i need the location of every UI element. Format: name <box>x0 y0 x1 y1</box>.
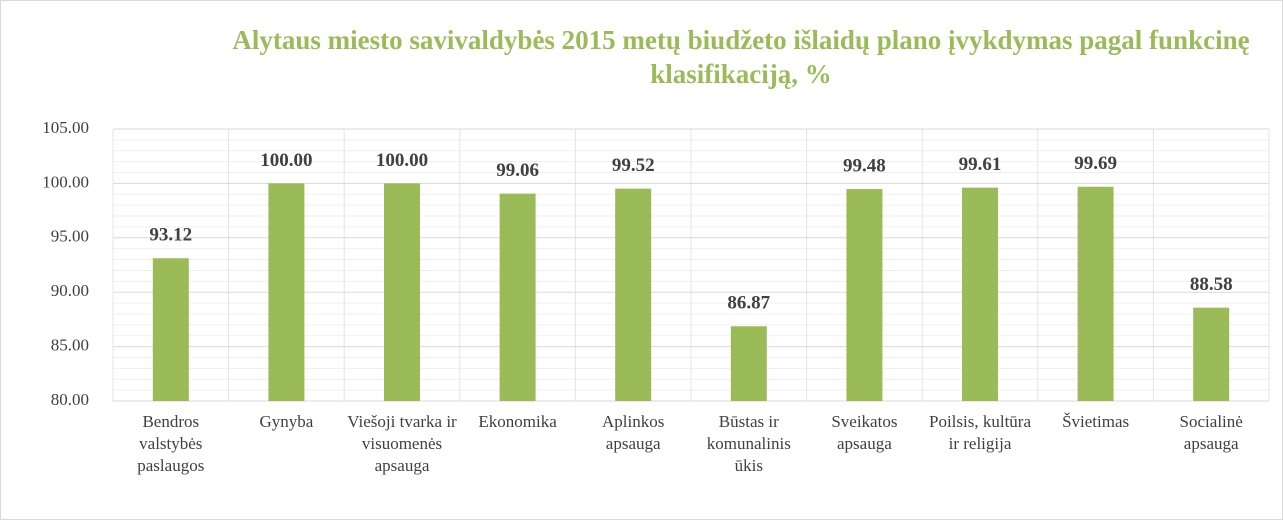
bar <box>1077 186 1114 401</box>
data-label: 100.00 <box>376 150 428 171</box>
y-tick-label: 95.00 <box>51 227 89 246</box>
x-tick-label: Ekonomika <box>478 412 557 431</box>
x-tick-label: Sveikatos apsauga <box>831 412 898 453</box>
data-label: 86.87 <box>727 293 770 314</box>
data-label: 100.00 <box>260 150 312 171</box>
data-label: 93.12 <box>149 225 192 246</box>
chart-title: Alytaus miesto savivaldybės 2015 metų bi… <box>232 25 1250 89</box>
x-tick-label: Socialinė apsauga <box>1179 412 1243 453</box>
data-label: 99.06 <box>496 160 539 181</box>
y-tick-label: 80.00 <box>51 390 89 409</box>
data-label: 99.52 <box>612 155 655 176</box>
x-tick-label: Poilsis, kultūra ir religija <box>928 412 1031 453</box>
bar <box>846 189 883 401</box>
y-tick-label: 85.00 <box>51 336 89 355</box>
data-label: 99.61 <box>959 154 1002 175</box>
y-tick-label: 90.00 <box>51 281 89 300</box>
bar <box>499 193 536 401</box>
data-label: 99.48 <box>843 155 886 176</box>
x-tick-label: Švietimas <box>1062 412 1130 431</box>
bar <box>384 183 420 401</box>
x-tick-label: Viešoji tvarka ir visuomenės apsauga <box>347 412 457 475</box>
x-tick-label: Aplinkos apsauga <box>602 412 665 453</box>
bar <box>268 183 305 401</box>
bar <box>730 326 767 401</box>
x-tick-label: Gynyba <box>259 412 314 431</box>
data-label: 99.69 <box>1074 153 1117 174</box>
x-tick-label: Būstas ir komunalinis ūkis <box>706 412 791 475</box>
x-tick-label: Bendros valstybės paslaugos <box>137 412 205 475</box>
y-tick-label: 100.00 <box>42 172 89 191</box>
data-label: 88.58 <box>1190 274 1233 295</box>
bar <box>615 188 652 401</box>
bar <box>1193 307 1230 401</box>
bar <box>152 258 189 401</box>
y-tick-label: 105.00 <box>42 118 89 137</box>
bar <box>962 187 998 401</box>
